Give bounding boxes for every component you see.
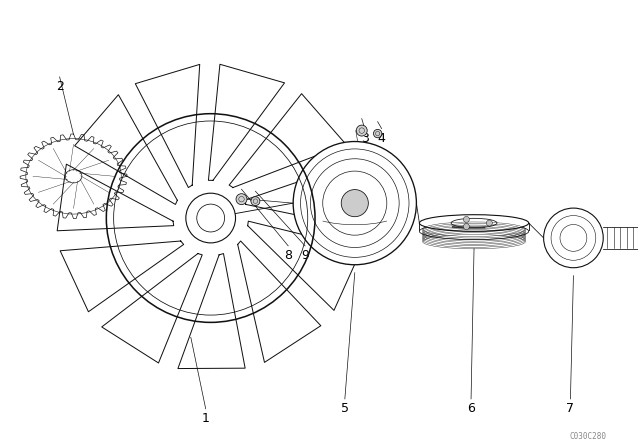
Polygon shape [135, 65, 200, 188]
Polygon shape [209, 64, 285, 181]
Circle shape [463, 216, 469, 222]
Circle shape [341, 190, 369, 217]
Circle shape [374, 129, 382, 138]
Ellipse shape [419, 215, 529, 231]
Polygon shape [75, 95, 177, 204]
Circle shape [186, 193, 236, 243]
Polygon shape [229, 94, 346, 188]
Circle shape [543, 208, 604, 268]
Text: 1: 1 [202, 412, 210, 425]
Text: 5: 5 [341, 402, 349, 415]
Circle shape [486, 220, 492, 226]
Polygon shape [244, 163, 364, 229]
Text: 3: 3 [361, 132, 369, 145]
Circle shape [356, 125, 367, 136]
Polygon shape [178, 254, 245, 369]
Text: 8: 8 [284, 249, 292, 262]
Text: 2: 2 [56, 80, 63, 93]
Circle shape [251, 197, 260, 206]
Polygon shape [237, 241, 321, 362]
Polygon shape [248, 221, 362, 310]
Text: 4: 4 [378, 132, 385, 145]
Circle shape [293, 142, 417, 265]
Polygon shape [57, 164, 173, 231]
Polygon shape [419, 231, 529, 242]
Text: 6: 6 [467, 402, 475, 415]
Text: C030C280: C030C280 [570, 432, 607, 441]
Circle shape [463, 224, 469, 230]
Ellipse shape [26, 138, 121, 214]
Text: 7: 7 [566, 402, 575, 415]
Polygon shape [60, 241, 184, 312]
Circle shape [236, 194, 247, 205]
Polygon shape [102, 254, 202, 363]
Text: 9: 9 [301, 249, 309, 262]
